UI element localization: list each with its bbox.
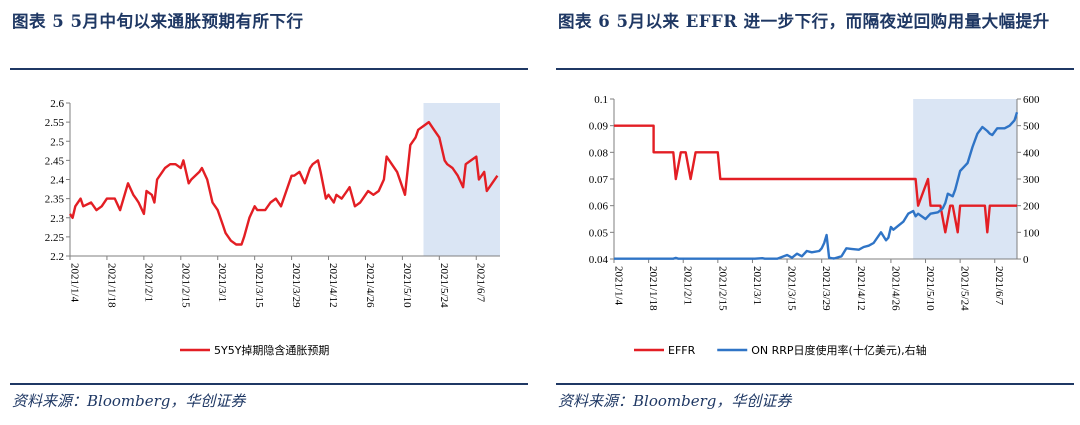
right-chart-shaded-region <box>913 99 1017 259</box>
left-chart-xtick-label: 2021/5/10 <box>401 263 413 308</box>
right-chart-xtick-label: 2021/2/1 <box>682 266 694 305</box>
right-chart-ytick-label: 0.06 <box>589 201 609 213</box>
left-chart-ytick-label: 2.25 <box>45 232 65 244</box>
left-source-rule <box>10 383 528 385</box>
right-source-note: 资料来源：Bloomberg，华创证券 <box>558 392 792 410</box>
left-chart-ytick-label: 2.5 <box>50 136 64 148</box>
right-chart-ytick-label: 0.09 <box>589 121 609 133</box>
inflation-expectation-chart: 2.6 2.55 2.5 2.45 2.4 2.35 2.3 2.25 2.2 2021/1/4 2… <box>45 98 500 357</box>
left-figure-title: 图表 5 5月中旬以来通胀预期有所下行 <box>12 12 304 31</box>
right-figure-panel: 图表 6 5月以来 EFFR 进一步下行，而隔夜逆回购用量大幅提升 0.1 0.0… <box>556 0 1074 425</box>
left-chart-xtick-label: 2021/3/1 <box>216 263 228 302</box>
left-title-rule <box>10 68 528 70</box>
right-chart-series-line-0 <box>614 124 1017 234</box>
left-chart-xtick-label: 2021/5/24 <box>438 263 450 308</box>
effr-onrrp-chart: 0.1 0.09 0.08 0.07 0.06 0.05 0.04 600 500 400 300 2… <box>589 94 1040 357</box>
right-chart-xtick-label: 2021/4/26 <box>889 266 901 311</box>
left-chart-ytick-label: 2.45 <box>45 155 65 167</box>
left-chart-ytick-label: 2.35 <box>45 194 65 206</box>
left-chart-xtick-label: 2021/4/26 <box>364 263 376 308</box>
left-chart-xtick-label: 2021/6/7 <box>475 263 487 303</box>
left-figure-panel: 图表 5 5月中旬以来通胀预期有所下行 2.6 2.55 2.5 2.45 2.4 2.3… <box>10 0 528 425</box>
left-source-note: 资料来源：Bloomberg，华创证券 <box>12 392 246 410</box>
right-chart-xtick-label: 2021/2/15 <box>716 266 728 311</box>
right-source-rule <box>556 383 1074 385</box>
left-chart-legend-label-0: 5Y5Y掉期隐含通胀预期 <box>214 343 329 357</box>
right-chart-y2tick-label: 500 <box>1023 121 1040 133</box>
right-chart-xtick-label: 2021/5/10 <box>924 266 936 311</box>
left-chart-ytick-label: 2.2 <box>50 251 64 263</box>
right-chart-xtick-label: 2021/1/18 <box>647 266 659 311</box>
left-chart-ytick-label: 2.3 <box>50 213 64 225</box>
left-chart-xtick-label: 2021/2/15 <box>179 263 191 308</box>
right-chart-y2tick-label: 100 <box>1023 227 1040 239</box>
left-chart-xtick-label: 2021/4/12 <box>327 263 339 308</box>
right-chart-legend-label-0: EFFR <box>668 344 696 357</box>
right-chart-ytick-label: 0.04 <box>589 254 609 266</box>
right-chart-ytick-label: 0.07 <box>589 174 609 186</box>
left-chart-xtick-label: 2021/1/18 <box>105 263 117 308</box>
right-chart-y2tick-label: 200 <box>1023 201 1040 213</box>
right-chart-legend-label-1: ON RRP日度使用率(十亿美元),右轴 <box>751 343 926 357</box>
right-chart-ytick-label: 0.05 <box>589 227 609 239</box>
right-chart-ytick-label: 0.1 <box>594 94 608 106</box>
left-chart-xtick-label: 2021/1/4 <box>68 263 80 303</box>
left-chart-xtick-label: 2021/3/15 <box>253 263 265 308</box>
right-chart-xtick-label: 2021/3/29 <box>820 266 832 311</box>
right-chart-xtick-label: 2021/5/24 <box>959 266 971 311</box>
right-chart-series-line-1 <box>614 111 1019 260</box>
right-chart-xtick-label: 2021/3/1 <box>751 266 763 305</box>
right-figure-title: 图表 6 5月以来 EFFR 进一步下行，而隔夜逆回购用量大幅提升 <box>558 12 1050 31</box>
left-chart-ytick-label: 2.6 <box>50 98 64 110</box>
right-chart-xtick-label: 2021/1/4 <box>612 266 624 306</box>
left-chart-xtick-label: 2021/2/1 <box>142 263 154 302</box>
right-chart-y2tick-label: 0 <box>1023 254 1029 266</box>
left-chart-series-line-0 <box>69 120 499 246</box>
left-chart-xtick-label: 2021/3/29 <box>290 263 302 308</box>
right-chart-xtick-label: 2021/3/15 <box>786 266 798 311</box>
left-chart-ytick-label: 2.55 <box>45 117 65 129</box>
right-chart-y2tick-label: 600 <box>1023 94 1040 106</box>
left-chart-shaded-region <box>423 103 500 256</box>
right-chart-y2tick-label: 400 <box>1023 147 1040 159</box>
left-chart-ytick-label: 2.4 <box>50 175 64 187</box>
right-chart-ytick-label: 0.08 <box>589 147 609 159</box>
right-chart-xtick-label: 2021/6/7 <box>993 266 1005 306</box>
right-title-rule <box>556 68 1074 70</box>
right-chart-xtick-label: 2021/4/12 <box>855 266 867 311</box>
right-chart-y2tick-label: 300 <box>1023 174 1040 186</box>
